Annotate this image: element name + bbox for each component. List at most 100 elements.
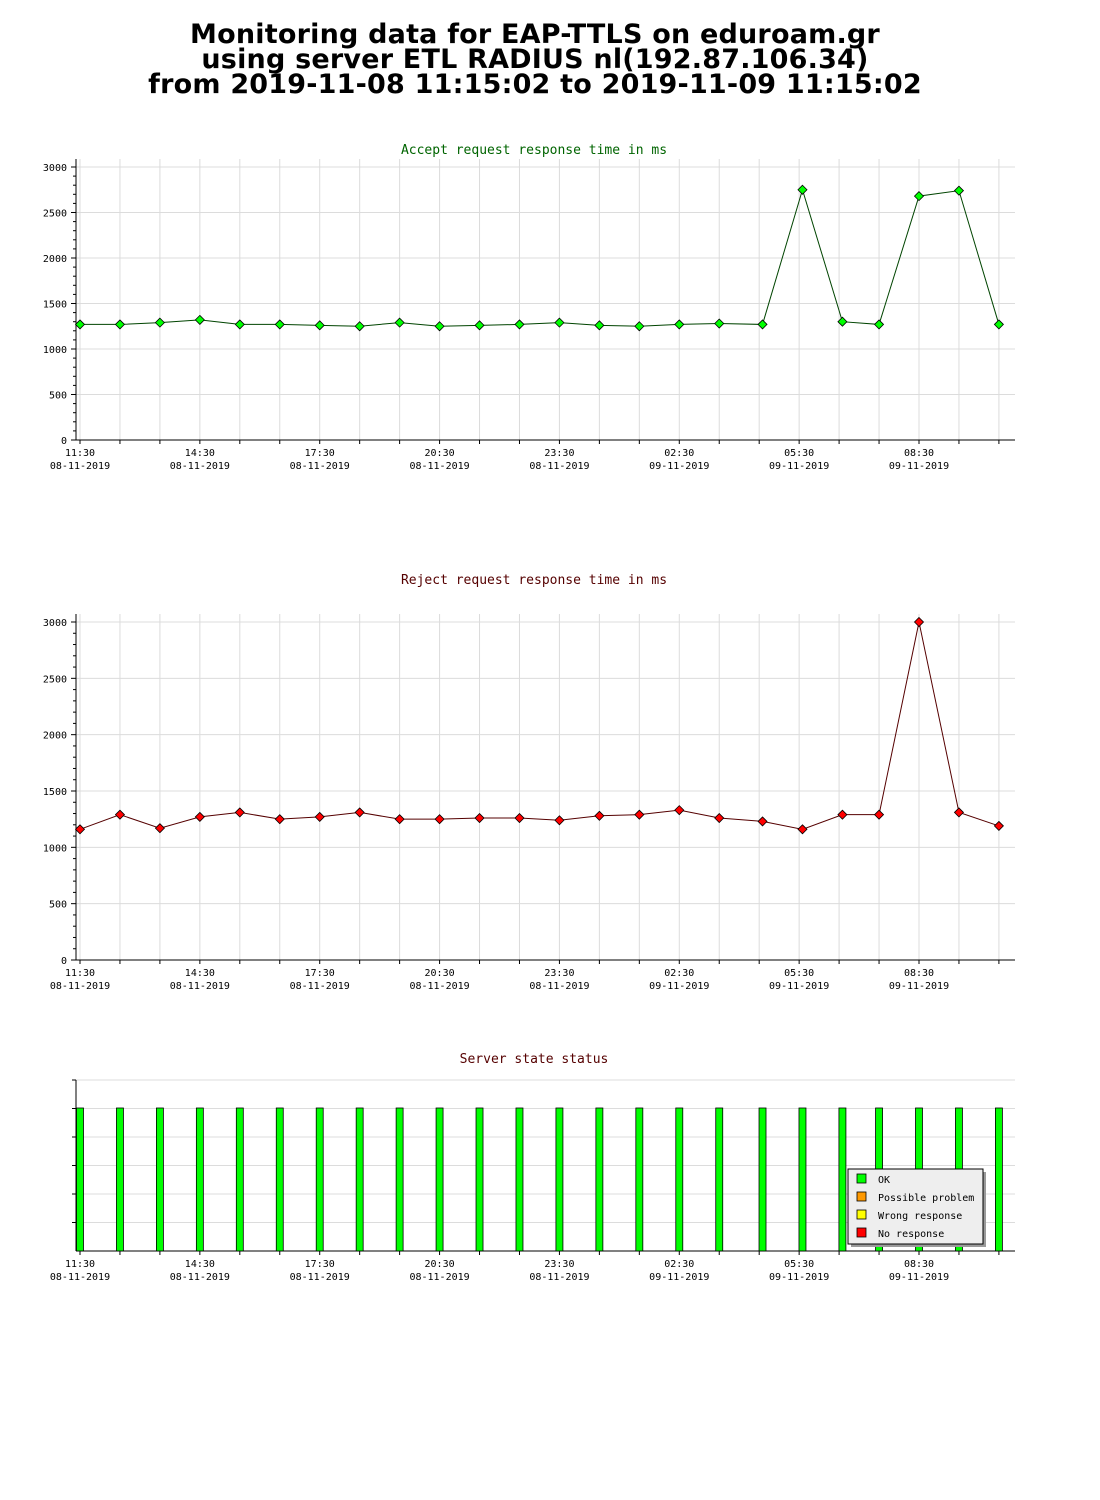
accept-data-point xyxy=(474,320,485,331)
reject-response-chart: Reject request response time in ms 0 500 10… xyxy=(43,573,1015,992)
reject-data-point xyxy=(757,816,768,827)
accept-response-chart: Accept request response time in ms 0 500 10… xyxy=(43,143,1015,472)
accept-x-tick-date: 08-11-2019 xyxy=(290,461,350,472)
status-x-tick-time: 08:30 xyxy=(904,1259,934,1270)
reject-data-point xyxy=(913,616,925,628)
accept-data-point xyxy=(837,316,848,327)
legend-entry: No response xyxy=(878,1229,944,1240)
accept-x-tick-date: 09-11-2019 xyxy=(769,461,829,472)
status-bar xyxy=(715,1107,724,1252)
accept-data-point xyxy=(394,317,405,328)
reject-y-tick-label: 3000 xyxy=(43,618,67,629)
accept-x-tick-time: 14:30 xyxy=(185,448,215,459)
status-x-tick-time: 17:30 xyxy=(305,1259,335,1270)
legend-entry: OK xyxy=(878,1175,890,1186)
status-x-tick-time: 11:30 xyxy=(65,1259,95,1270)
accept-x-tick-time: 05:30 xyxy=(784,448,814,459)
reject-x-tick-date: 08-11-2019 xyxy=(529,981,589,992)
reject-data-point xyxy=(993,820,1004,831)
accept-y-tick-label: 1000 xyxy=(43,345,67,356)
status-bar xyxy=(838,1107,847,1252)
status-x-tick-time: 05:30 xyxy=(784,1259,814,1270)
status-x-tick-date: 09-11-2019 xyxy=(889,1272,949,1283)
reject-x-tick-time: 17:30 xyxy=(305,968,335,979)
accept-y-tick-label: 500 xyxy=(49,391,67,402)
reject-data-point xyxy=(554,815,565,826)
reject-data-point xyxy=(953,807,965,818)
accept-data-point xyxy=(674,319,685,330)
legend-swatch xyxy=(856,1227,867,1238)
status-bar xyxy=(235,1107,244,1252)
status-bar xyxy=(355,1107,364,1252)
accept-data-point xyxy=(757,319,768,330)
reject-x-tick-date: 09-11-2019 xyxy=(769,981,829,992)
status-bar xyxy=(758,1107,767,1252)
status-bar xyxy=(315,1107,324,1252)
status-x-tick-time: 14:30 xyxy=(185,1259,215,1270)
reject-x-tick-time: 23:30 xyxy=(544,968,574,979)
accept-x-tick-date: 08-11-2019 xyxy=(409,461,469,472)
accept-x-tick-time: 08:30 xyxy=(904,448,934,459)
status-bar xyxy=(195,1107,204,1252)
accept-data-point xyxy=(634,321,645,332)
accept-data-point xyxy=(554,317,565,328)
reject-y-tick-label: 1000 xyxy=(43,843,67,854)
status-chart-title: Server state status xyxy=(460,1052,609,1067)
reject-series-line xyxy=(79,621,1000,830)
legend-swatch xyxy=(856,1173,867,1184)
reject-x-tick-time: 05:30 xyxy=(784,968,814,979)
reject-data-point xyxy=(314,811,325,822)
reject-y-tick-label: 0 xyxy=(61,956,67,967)
status-x-tick-time: 23:30 xyxy=(544,1259,574,1270)
reject-data-point xyxy=(434,814,445,825)
title-line-2: using server ETL RADIUS nl(192.87.106.34… xyxy=(201,44,869,75)
reject-data-point xyxy=(797,824,808,835)
reject-data-point xyxy=(514,812,525,824)
accept-data-point xyxy=(797,184,808,195)
legend-box xyxy=(847,1168,984,1245)
reject-data-point xyxy=(474,812,485,824)
accept-x-tick-time: 23:30 xyxy=(544,448,574,459)
reject-data-point xyxy=(714,812,725,824)
accept-data-point xyxy=(274,319,285,330)
accept-y-tick-label: 2000 xyxy=(43,254,67,265)
status-x-tick-date: 08-11-2019 xyxy=(170,1272,230,1283)
accept-data-point xyxy=(354,321,365,332)
title-line-1: Monitoring data for EAP-TTLS on eduroam.… xyxy=(190,19,880,50)
legend-entry: Possible problem xyxy=(878,1193,974,1204)
reject-x-tick-date: 09-11-2019 xyxy=(649,981,709,992)
reject-x-tick-date: 09-11-2019 xyxy=(889,981,949,992)
page-title: Monitoring data for EAP-TTLS on eduroam.… xyxy=(0,19,1070,100)
status-x-tick-date: 08-11-2019 xyxy=(50,1272,110,1283)
reject-y-tick-label: 2500 xyxy=(43,674,67,685)
status-bar xyxy=(555,1107,564,1252)
status-bar xyxy=(675,1107,684,1252)
accept-data-point xyxy=(194,314,205,325)
status-bar xyxy=(595,1107,604,1252)
accept-data-point xyxy=(594,320,605,331)
accept-x-tick-date: 09-11-2019 xyxy=(889,461,949,472)
status-bar xyxy=(798,1107,807,1252)
status-x-tick-date: 09-11-2019 xyxy=(769,1272,829,1283)
status-bar xyxy=(76,1107,84,1252)
reject-chart-title: Reject request response time in ms xyxy=(401,573,667,588)
status-x-tick-date: 08-11-2019 xyxy=(290,1272,350,1283)
accept-chart-title: Accept request response time in ms xyxy=(401,143,667,158)
accept-series-line xyxy=(80,188,1000,327)
status-bar xyxy=(395,1107,404,1252)
reject-data-point xyxy=(837,809,848,820)
accept-y-tick-label: 3000 xyxy=(43,163,67,174)
reject-data-point xyxy=(114,809,126,820)
accept-y-tick-label: 1500 xyxy=(43,300,67,311)
title-line-3: from 2019-11-08 11:15:02 to 2019-11-09 1… xyxy=(148,69,922,100)
reject-data-point xyxy=(154,823,165,834)
accept-data-point xyxy=(74,319,86,330)
accept-x-tick-date: 08-11-2019 xyxy=(170,461,230,472)
accept-data-point xyxy=(714,318,725,329)
reject-y-tick-label: 1500 xyxy=(43,787,67,798)
accept-data-point xyxy=(953,185,965,196)
status-bar xyxy=(635,1107,644,1252)
accept-data-point xyxy=(993,319,1004,330)
reject-x-tick-date: 08-11-2019 xyxy=(409,981,469,992)
reject-x-tick-date: 08-11-2019 xyxy=(290,981,350,992)
